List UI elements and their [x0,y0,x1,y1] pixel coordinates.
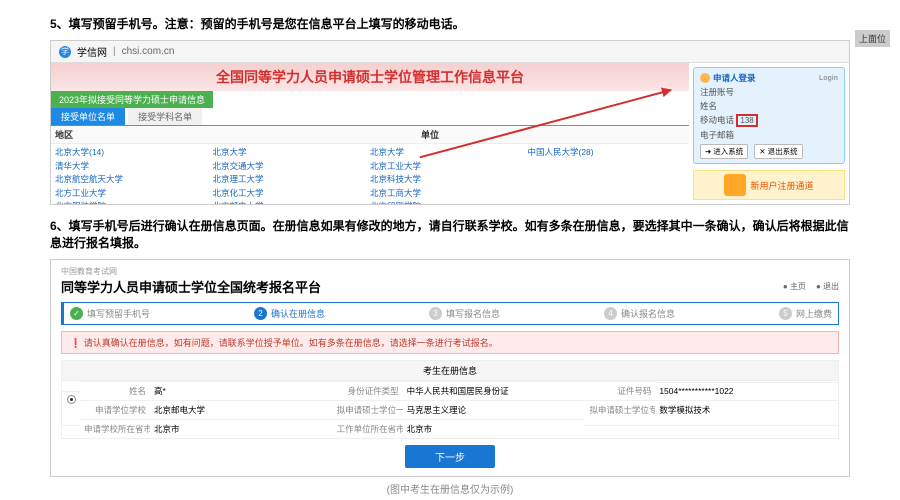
site-url: chsi.com.cn [122,46,175,57]
banner-title: 全国同等学力人员申请硕士学位管理工作信息平台 [55,67,685,87]
university-link[interactable]: 北京交通大学 [213,160,371,174]
lbl-school: 申请学位学校 [80,400,150,419]
right-strip: 上面位 [855,30,890,47]
banner: 全国同等学力人员申请硕士学位管理工作信息平台 [51,63,689,91]
step: 5 网上缴费 [779,307,832,320]
university-link[interactable]: 北京化工大学 [213,187,371,201]
avatar-icon [700,73,710,83]
university-link[interactable]: 北京航空航天大学 [55,173,213,187]
info-form: 姓名 高* 身份证件类型 中华人民共和国居民身份证 证件号码 1504*****… [61,381,839,439]
step-label: 确认在册信息 [271,307,325,320]
lbl-degree: 拟申请硕士学位一级学科 [333,400,403,419]
caption: (图中考生在册信息仅为示例) [50,481,850,496]
step-indicator: ✓ 填写预留手机号 2 确认在册信息 3 填写报名信息 4 确认报名信息 5 网上缴费 [61,302,839,325]
pen-icon [724,174,746,196]
val-degree: 马克思主义理论 [403,400,586,419]
university-link[interactable]: 北京工业大学 [370,160,528,174]
val-city: 北京市 [150,419,333,438]
lbl-name: 姓名 [80,381,150,400]
university-grid: 北京大学(14)清华大学北京航空航天大学北方工业大学北京服装学院北京建筑大学北京… [51,144,689,205]
radio-select[interactable] [67,395,76,404]
tab-subjects[interactable]: 接受学科名单 [128,108,202,125]
col-unit: 单位 [175,128,685,141]
university-link[interactable]: 中国人民大学(28) [528,146,686,160]
university-link[interactable]: 北京科技大学 [370,173,528,187]
breadcrumb: 中国教育考试网 [61,266,839,277]
step: 3 填写报名信息 [429,307,500,320]
lbl-idno: 证件号码 [585,381,655,400]
val-name: 高* [150,381,333,400]
lbl-city: 申请学校所在省市 [80,419,150,438]
name-label: 姓名 [700,101,717,111]
reg-label: 注册账号 [700,87,734,97]
val-idno: 1504***********1022 [655,382,838,399]
page-title: 同等学力人员申请硕士学位全国统考报名平台 [61,277,321,296]
lbl-idtype: 身份证件类型 [333,381,403,400]
green-tab: 2023年拟接受同等学力硕士申请信息 [51,91,213,108]
phone-label: 移动电话 [700,115,734,125]
next-step-button[interactable]: 下一步 [405,445,495,468]
login-en: Login [819,75,838,82]
university-link[interactable]: 北京印刷学院 [370,200,528,205]
val-school: 北京邮电大学 [150,400,333,419]
val-idtype: 中华人民共和国居民身份证 [403,381,586,400]
site-name: 学信网 [77,44,107,59]
step: 4 确认报名信息 [604,307,675,320]
step-number-icon: 2 [254,307,267,320]
form-header: 考生在册信息 [61,360,839,381]
university-link[interactable]: 北京工商大学 [370,187,528,201]
exit-system-button[interactable]: ✕退出系统 [754,144,802,159]
val-work: 北京市 [403,419,586,438]
university-link[interactable]: 北京大学(14) [55,146,213,160]
step-label: 填写预留手机号 [87,307,150,320]
login-title: 申请人登录 [713,72,756,84]
step: 2 确认在册信息 [254,307,325,320]
new-user-banner[interactable]: 新用户注册通道 [693,170,845,200]
notice-header: 🔔系统公告 [693,204,845,205]
university-link[interactable]: 北京邮电大学 [213,200,371,205]
tab-units[interactable]: 接受单位名单 [51,108,125,125]
university-link[interactable]: 北京大学 [213,146,371,160]
site-logo-icon: 学 [59,46,71,58]
warning-bar: ❗ 请认真确认在册信息，如有问题，请联系学位授予单位。如有多条在册信息，请选择一… [61,331,839,354]
university-link[interactable]: 北京理工大学 [213,173,371,187]
exit-button[interactable]: ● 退出 [816,281,839,292]
step-number-icon: 4 [604,307,617,320]
lbl-work: 工作单位所在省市 [333,419,403,438]
step-number-icon: 3 [429,307,442,320]
step-number-icon: ✓ [70,307,83,320]
email-label: 电子邮箱 [700,130,734,140]
step-label: 网上缴费 [796,307,832,320]
exit-icon: ✕ [759,147,765,156]
step: ✓ 填写预留手机号 [70,307,150,320]
university-link[interactable]: 清华大学 [55,160,213,174]
instruction-6: 6、填写手机号后进行确认在册信息页面。在册信息如果有修改的地方，请自行联系学校。… [50,217,850,251]
login-box: 申请人登录 Login 注册账号 姓名 移动电话 138 电子邮箱 ➜进入系统 … [693,67,845,164]
lbl-major: 拟申请硕士学位专业 [585,400,655,419]
screenshot-2: 中国教育考试网 同等学力人员申请硕士学位全国统考报名平台 ● 主页 ● 退出 ✓… [50,259,850,477]
step-label: 确认报名信息 [621,307,675,320]
enter-icon: ➜ [705,147,711,156]
step-number-icon: 5 [779,307,792,320]
browser-bar: 学 学信网 | chsi.com.cn [51,41,849,63]
university-link[interactable]: 北京服装学院 [55,200,213,205]
col-region: 地区 [55,128,175,141]
phone-highlight: 138 [736,114,757,127]
screenshot-1: 学 学信网 | chsi.com.cn 全国同等学力人员申请硕士学位管理工作信息… [50,40,850,205]
val-major: 数学模拟技术 [655,400,838,419]
enter-system-button[interactable]: ➜进入系统 [700,144,748,159]
step-label: 填写报名信息 [446,307,500,320]
home-button[interactable]: ● 主页 [783,281,806,292]
university-link[interactable]: 北方工业大学 [55,187,213,201]
instruction-5: 5、填写预留手机号。注意：预留的手机号是您在信息平台上填写的移动电话。 [50,15,850,32]
